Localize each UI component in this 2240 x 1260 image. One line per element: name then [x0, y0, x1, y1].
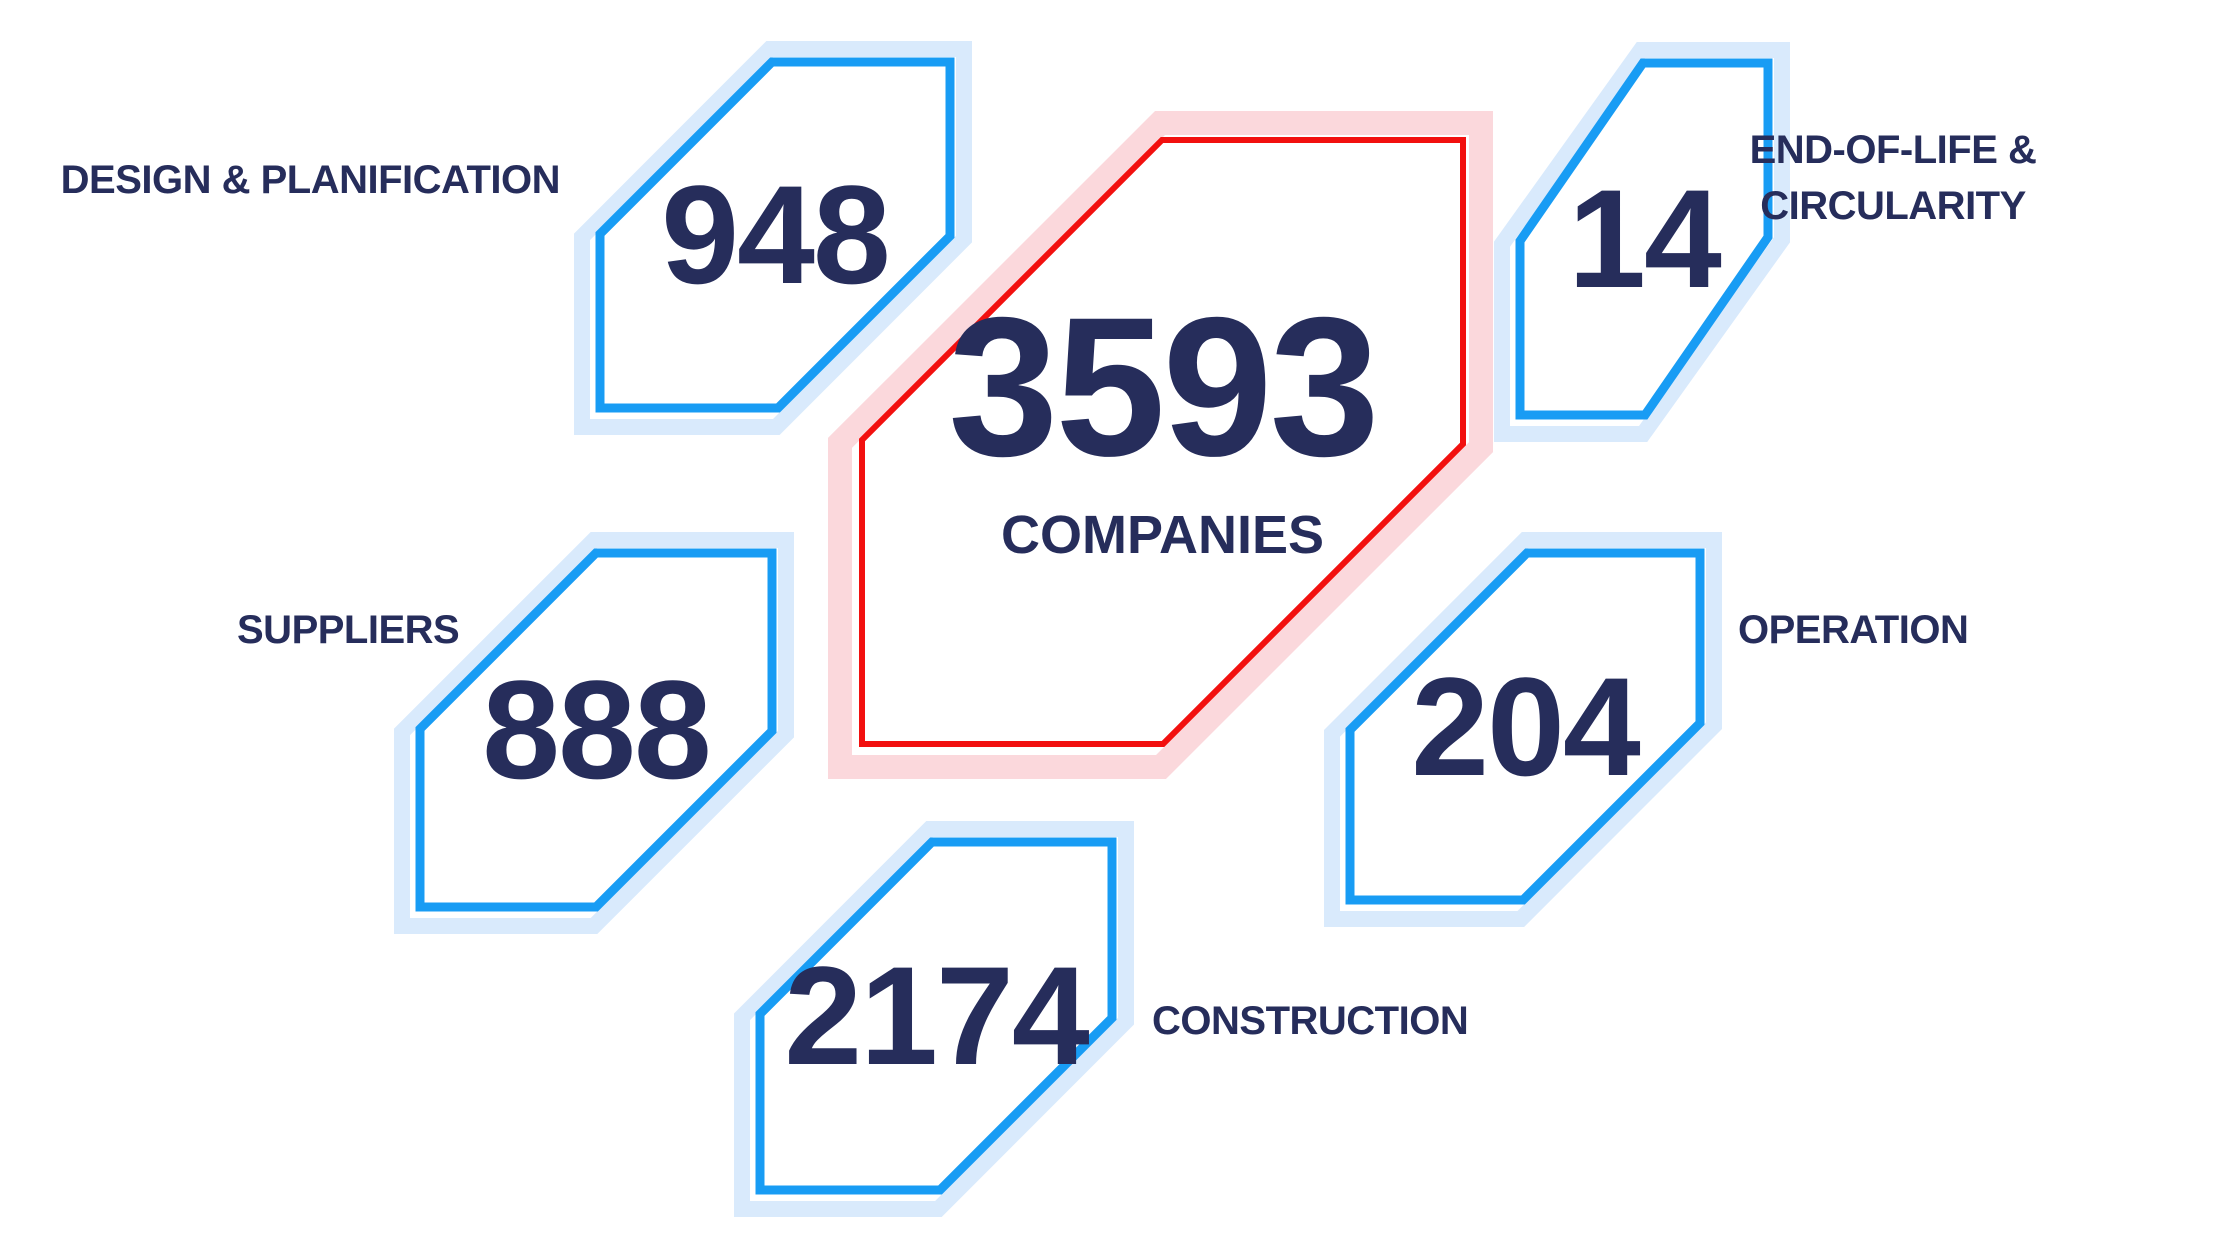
value-text: 204	[1411, 647, 1641, 805]
companies-center-shape	[859, 137, 1466, 747]
construction-shape	[755, 837, 1117, 1195]
label-construction: CONSTRUCTION	[1152, 999, 1469, 1043]
hexagon-construction	[734, 821, 1134, 1217]
value-text: 14	[1568, 160, 1722, 317]
label-suppliers: SUPPLIERS	[237, 608, 460, 652]
hexagon-design-planification	[574, 41, 972, 435]
label-end-of-life-circularity: END-OF-LIFE & CIRCULARITY	[1693, 122, 2093, 234]
value-suppliers: 888	[420, 553, 772, 907]
operation-halo	[1324, 532, 1722, 927]
hexagon-companies-center	[828, 111, 1493, 779]
value-construction: 2174	[760, 842, 1112, 1190]
value-text: 2174	[784, 937, 1089, 1094]
suppliers-shape	[415, 548, 777, 912]
value-text: 948	[661, 156, 891, 313]
end-of-life-circularity-halo	[1494, 42, 1790, 442]
hexagon-operation	[1324, 532, 1722, 927]
companies-center-halo	[828, 111, 1493, 779]
construction-halo	[734, 821, 1134, 1217]
total-companies-value: 3593	[948, 276, 1379, 497]
label-line-1: END-OF-LIFE &	[1749, 128, 2037, 172]
suppliers-halo	[394, 532, 794, 934]
value-design-planification: 948	[600, 62, 950, 408]
design-planification-shape	[595, 57, 955, 413]
design-planification-halo	[574, 41, 972, 435]
hexagon-end-of-life-circularity	[1494, 42, 1790, 442]
total-companies-label: COMPANIES	[1000, 505, 1325, 565]
hexagon-suppliers	[394, 532, 794, 934]
label-operation: OPERATION	[1738, 608, 1969, 652]
end-of-life-circularity-shape	[1515, 58, 1773, 420]
operation-shape	[1345, 548, 1705, 905]
value-end-of-life-circularity: 14	[1520, 63, 1768, 415]
value-text: 888	[482, 651, 712, 808]
value-operation: 204	[1350, 553, 1700, 900]
center-companies-group: 3593 COMPANIES	[862, 140, 1463, 744]
label-line-2: CIRCULARITY	[1760, 184, 2026, 228]
label-design-planification: DESIGN & PLANIFICATION	[60, 158, 561, 202]
